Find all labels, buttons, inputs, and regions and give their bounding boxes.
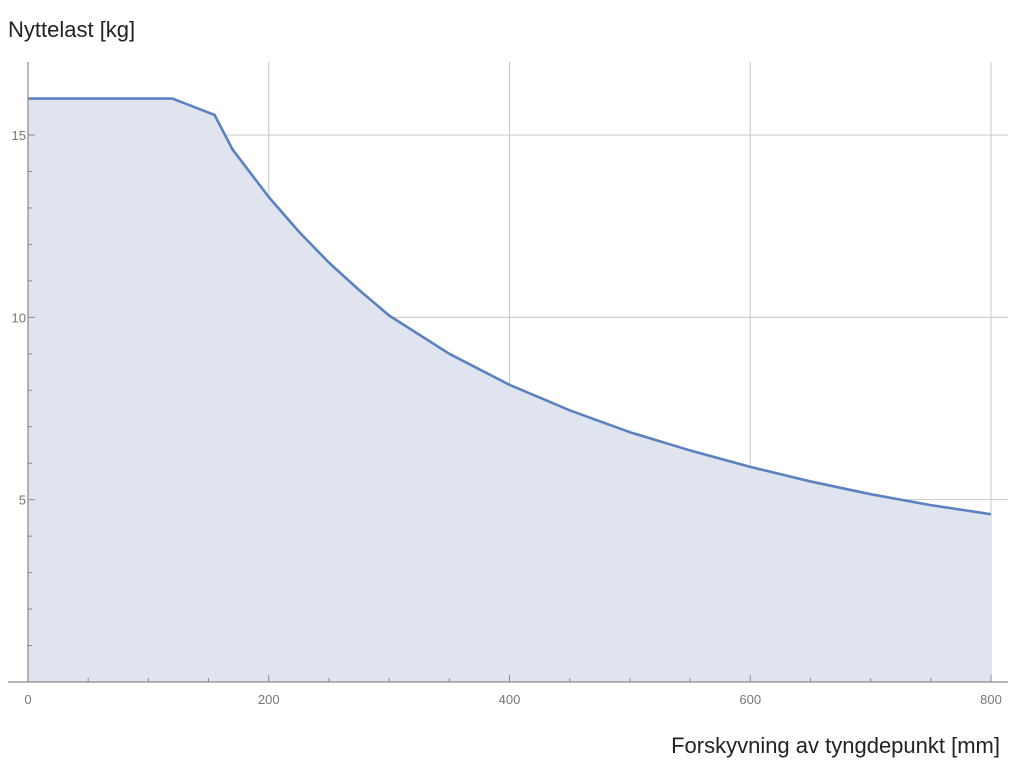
payload-area-fill: [28, 98, 991, 682]
tick-labels: 0 200 400 600 800 5 10 15: [12, 128, 1002, 707]
y-tick-label-5: 5: [19, 493, 26, 508]
y-tick-label-15: 15: [12, 128, 26, 143]
y-axis-title: Nyttelast [kg]: [8, 17, 135, 42]
x-tick-label-0: 0: [24, 692, 31, 707]
x-tick-label-200: 200: [258, 692, 280, 707]
x-tick-label-400: 400: [499, 692, 521, 707]
y-tick-label-10: 10: [12, 310, 26, 325]
x-tick-label-600: 600: [739, 692, 761, 707]
x-tick-label-800: 800: [980, 692, 1002, 707]
x-axis-title: Forskyvning av tyngdepunkt [mm]: [671, 733, 1000, 758]
payload-curve-line: [28, 97, 992, 516]
axes: [8, 62, 1008, 683]
